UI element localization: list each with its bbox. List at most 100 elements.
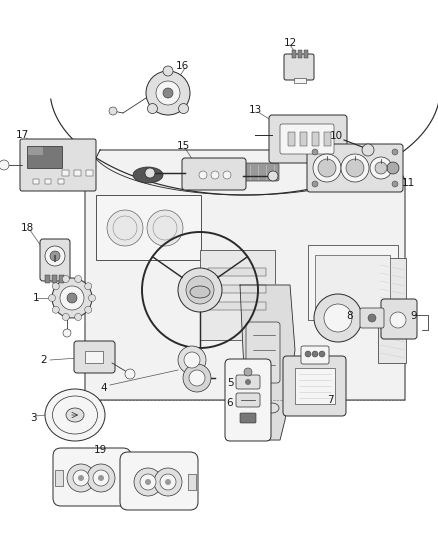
Bar — [295, 368, 335, 404]
Circle shape — [312, 351, 318, 357]
Bar — [298, 50, 302, 58]
Circle shape — [75, 276, 81, 282]
Bar — [28, 147, 43, 155]
Text: 12: 12 — [283, 38, 297, 48]
Text: 18: 18 — [21, 223, 34, 233]
Bar — [315, 255, 390, 310]
Circle shape — [199, 171, 207, 179]
Circle shape — [93, 470, 109, 486]
FancyBboxPatch shape — [236, 375, 260, 389]
Bar — [45, 275, 50, 283]
Bar — [52, 275, 57, 283]
FancyBboxPatch shape — [280, 124, 334, 154]
Text: 19: 19 — [93, 445, 106, 455]
FancyBboxPatch shape — [40, 239, 70, 281]
Ellipse shape — [247, 403, 261, 413]
Polygon shape — [240, 285, 295, 440]
Bar — [33, 179, 39, 184]
Circle shape — [67, 464, 95, 492]
Text: 9: 9 — [411, 311, 417, 321]
Circle shape — [189, 370, 205, 386]
Circle shape — [109, 107, 117, 115]
Circle shape — [314, 294, 362, 342]
Ellipse shape — [45, 389, 105, 441]
Circle shape — [98, 475, 104, 481]
Circle shape — [163, 66, 173, 76]
Circle shape — [178, 346, 206, 374]
Circle shape — [183, 364, 211, 392]
Circle shape — [107, 210, 143, 246]
Text: 13: 13 — [248, 105, 261, 115]
FancyBboxPatch shape — [284, 54, 314, 80]
FancyBboxPatch shape — [53, 448, 131, 506]
Text: 6: 6 — [227, 398, 233, 408]
FancyBboxPatch shape — [20, 139, 96, 191]
Circle shape — [312, 149, 318, 155]
Circle shape — [186, 276, 214, 304]
Circle shape — [52, 278, 92, 318]
Circle shape — [140, 474, 156, 490]
FancyBboxPatch shape — [381, 299, 417, 339]
Bar — [308, 245, 398, 320]
Circle shape — [165, 479, 171, 485]
Circle shape — [211, 171, 219, 179]
Circle shape — [245, 379, 251, 385]
Circle shape — [49, 295, 56, 302]
Circle shape — [156, 81, 180, 105]
Circle shape — [178, 268, 222, 312]
Circle shape — [268, 171, 278, 181]
FancyBboxPatch shape — [120, 452, 198, 510]
Circle shape — [305, 351, 311, 357]
Text: 5: 5 — [227, 378, 233, 388]
Circle shape — [52, 282, 59, 290]
Circle shape — [223, 171, 231, 179]
Circle shape — [390, 312, 406, 328]
FancyBboxPatch shape — [301, 346, 329, 364]
Circle shape — [319, 351, 325, 357]
Bar — [58, 179, 64, 184]
Text: 11: 11 — [401, 178, 415, 188]
Text: 15: 15 — [177, 141, 190, 151]
Bar — [27, 146, 62, 168]
Bar — [55, 470, 63, 486]
FancyBboxPatch shape — [210, 163, 279, 181]
Bar — [300, 132, 307, 146]
FancyBboxPatch shape — [225, 359, 271, 441]
Text: 16: 16 — [175, 61, 189, 71]
FancyBboxPatch shape — [240, 413, 256, 423]
Circle shape — [362, 144, 374, 156]
Circle shape — [244, 368, 252, 376]
Bar — [294, 78, 306, 83]
Circle shape — [73, 470, 89, 486]
Circle shape — [50, 251, 60, 261]
Text: 10: 10 — [329, 131, 343, 141]
FancyBboxPatch shape — [283, 356, 346, 416]
Circle shape — [312, 181, 318, 187]
Circle shape — [392, 181, 398, 187]
Bar — [45, 179, 51, 184]
Ellipse shape — [190, 286, 210, 298]
Polygon shape — [85, 150, 405, 400]
Circle shape — [313, 154, 341, 182]
Circle shape — [63, 329, 71, 337]
FancyBboxPatch shape — [360, 308, 384, 328]
Circle shape — [52, 306, 59, 313]
Bar — [312, 132, 319, 146]
Circle shape — [387, 162, 399, 174]
Text: 8: 8 — [347, 311, 353, 321]
Circle shape — [179, 103, 188, 114]
Circle shape — [62, 313, 69, 320]
Circle shape — [370, 157, 392, 179]
Ellipse shape — [133, 167, 163, 183]
Bar — [86, 170, 93, 176]
Circle shape — [146, 71, 190, 115]
Circle shape — [87, 464, 115, 492]
Ellipse shape — [66, 408, 84, 422]
Bar — [59, 275, 64, 283]
Circle shape — [341, 154, 369, 182]
FancyBboxPatch shape — [236, 393, 260, 407]
Bar — [200, 250, 275, 340]
Bar — [208, 302, 266, 310]
Circle shape — [88, 295, 95, 302]
Bar — [208, 285, 266, 293]
